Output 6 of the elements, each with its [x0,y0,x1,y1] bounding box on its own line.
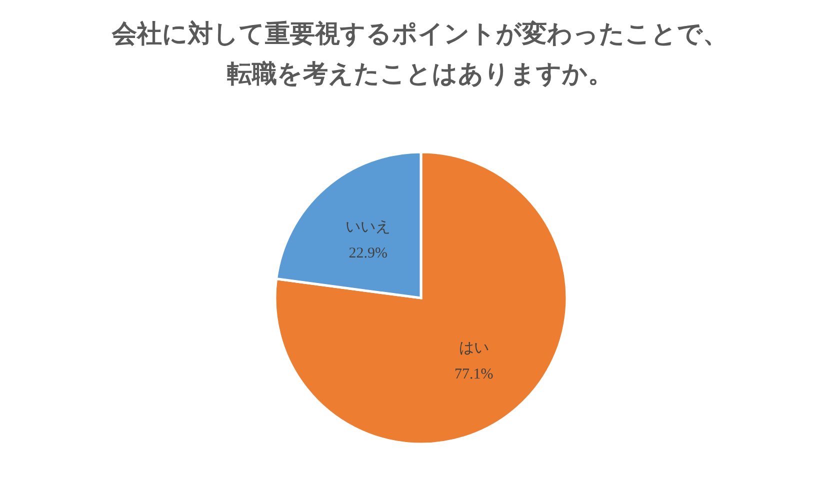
chart-title: 会社に対して重要視するポイントが変わったことで、転職を考えたことはありますか。 [111,20,728,88]
slice-label: いいえ [346,220,391,236]
slice-label: はい [458,340,489,356]
data-label: 22.9% [348,246,388,262]
data-label: 77.1% [454,366,494,382]
pie-slice [274,150,568,446]
